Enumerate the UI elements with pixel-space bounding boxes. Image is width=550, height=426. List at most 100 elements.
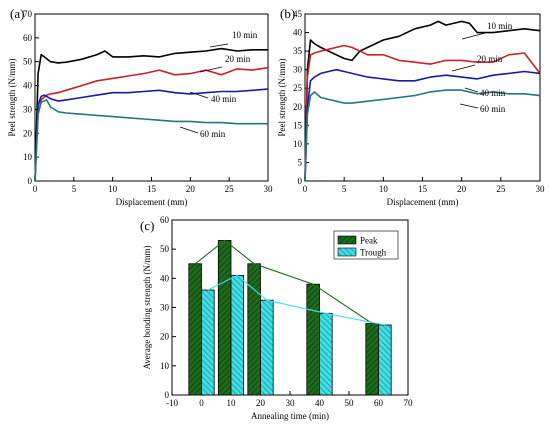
x-tick-label: 10 [108,184,118,194]
x-tick-label: 40 [315,398,325,408]
curve-label: 10 min [487,21,513,31]
series-line-60-min [304,89,541,182]
x-tick-label: 0 [33,184,38,194]
curve-label: 60 min [200,129,226,139]
x-tick-label: 20 [256,398,266,408]
curve-label: 20 min [225,54,251,64]
y-tick-label: 20 [160,332,170,342]
curve-label-arrow [189,91,209,99]
bar-peak-0min [188,263,202,396]
panel-tag: (b) [280,6,295,21]
x-tick-label: 10 [379,184,389,194]
y-tick-label: 20 [23,128,33,138]
y-tick-label: 45 [293,9,303,19]
y-tick-label: 30 [160,303,170,313]
series-line-20-min [304,44,541,182]
series-line-10-min [304,20,541,182]
curve-label: 20 min [477,54,503,64]
y-axis-label: Peel strength (N/mm) [7,59,17,137]
legend-swatch-peak [337,235,357,245]
x-tick-label: 20 [457,184,467,194]
bar-trough-10min [230,275,245,396]
curve-label: 10 min [232,30,258,40]
x-tick-label: 30 [264,184,274,194]
curve-label-arrow [464,87,479,93]
x-tick-label: 10 [227,398,237,408]
y-tick-label: 5 [298,157,303,167]
y-tick-label: 50 [23,57,33,67]
x-axis-label: Displacement (mm) [116,197,188,207]
y-tick-label: 0 [298,176,303,186]
x-tick-label: 25 [496,184,506,194]
panel-b-peel-chart: (b) 0 5 10 15 20 25 30 0 5 10 15 20 25 30 35 40 45 Displac… [277,6,545,207]
x-tick-label: 0 [303,184,308,194]
x-tick-label: 0 [199,398,204,408]
bar-trough-40min [319,312,333,396]
y-tick-label: 60 [23,33,33,43]
panel-tag: (a) [10,6,24,21]
x-axis-label: Annealing time (min) [251,411,329,421]
y-tick-label: 40 [160,273,170,283]
panel-a-peel-chart: (a) 0 5 10 15 20 25 30 0 10 20 30 40 50 60 70 Displaceme… [7,6,273,207]
y-tick-label: 30 [293,65,303,75]
curve-label-arrow [209,43,229,48]
x-tick-label: 5 [72,184,77,194]
series-line-40-min [34,88,269,182]
y-axis-label: Average bonding strength (N/mm) [142,245,152,369]
y-tick-label: 40 [23,81,33,91]
y-axis-label: Peel strength (N/mm) [277,59,287,137]
x-axis-label: Displacement (mm) [387,197,459,207]
legend-swatch-trough [337,247,357,257]
y-tick-label: 50 [160,244,170,254]
x-tick-label: 25 [225,184,235,194]
curve-label-arrow [461,32,486,40]
y-tick-label: 10 [23,152,33,162]
curve-label: 40 min [211,94,237,104]
curve-label-arrow [459,103,479,109]
series-line-10-min [34,47,268,182]
bar-peak-20min [247,263,261,396]
y-tick-label: 10 [160,361,170,371]
curve-label-arrow [451,64,476,72]
bar-peak-40min [306,283,320,396]
y-tick-label: 15 [293,120,303,130]
y-tick-label: 70 [23,9,33,19]
x-tick-label: 15 [418,184,428,194]
curve-label-arrow [179,126,199,134]
bar-trough-0min [201,289,215,396]
trend-line-trough [207,274,385,326]
curve-label-arrow [199,66,223,73]
y-tick-label: 20 [293,102,303,112]
trend-line-peak [194,239,373,324]
curve-label: 40 min [480,88,506,98]
series-line-20-min [34,66,269,182]
x-tick-label: 60 [374,398,384,408]
legend-label: Peak [360,236,378,246]
curve-label: 60 min [480,104,506,114]
x-tick-label: 20 [186,184,196,194]
x-tick-label: 50 [345,398,355,408]
series-line-40-min [304,68,541,182]
x-tick-label: 5 [342,184,347,194]
series-line-60-min [34,99,268,182]
y-tick-label: 30 [23,104,33,114]
y-tick-label: 0 [165,390,170,400]
x-tick-label: 15 [147,184,157,194]
x-tick-label: 70 [404,398,414,408]
bar-trough-20min [260,299,274,396]
bar-peak-60min [365,323,379,396]
legend-label: Trough [360,248,387,258]
panel-c-bar-chart: (c)-10 0 10 20 30 40 50 60 700102030405060Anneal… [140,215,413,421]
bar-trough-60min [378,324,392,396]
bar-peak-10min [217,240,232,396]
y-tick-label: 35 [293,46,303,56]
y-tick-label: 40 [293,28,303,38]
x-tick-label: 30 [536,184,546,194]
x-tick-label: 30 [286,398,296,408]
y-tick-label: 10 [293,139,303,149]
y-tick-label: 25 [293,83,303,93]
x-tick-label: -10 [166,398,178,408]
y-tick-label: 60 [160,215,170,225]
y-tick-label: 0 [28,176,33,186]
